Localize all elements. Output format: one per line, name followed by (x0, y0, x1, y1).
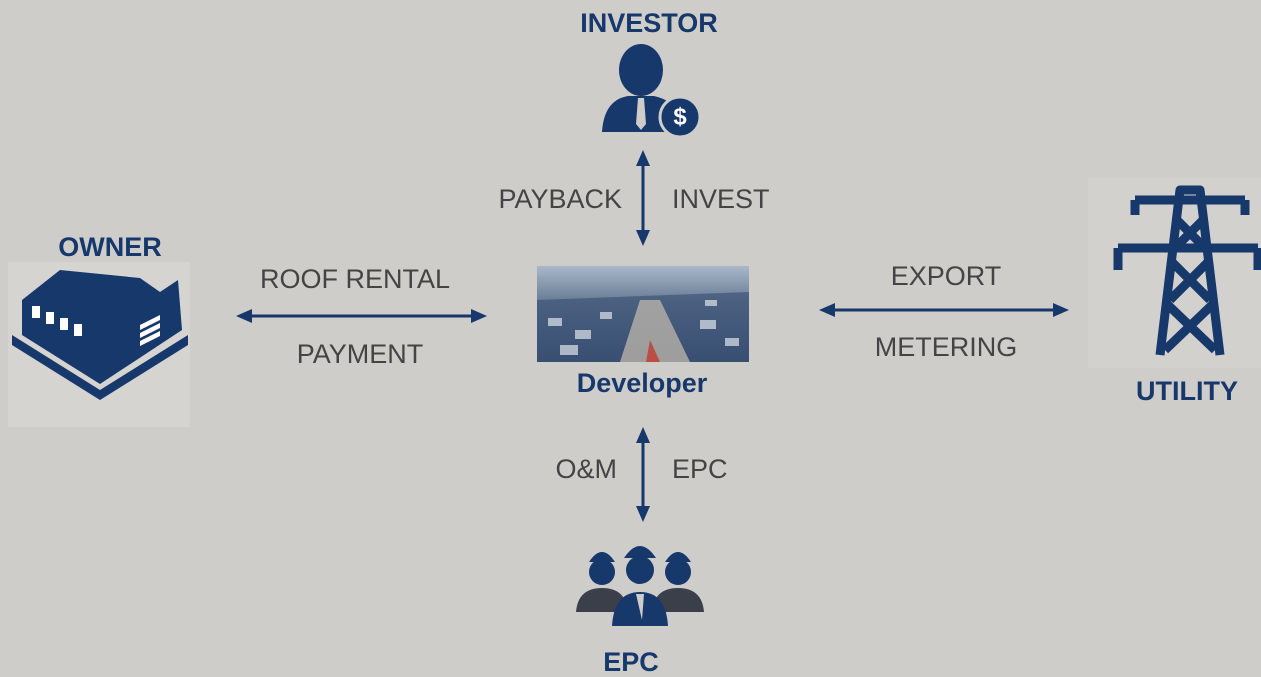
edge-label: EPC (672, 454, 728, 484)
node-label: INVESTOR (580, 8, 718, 38)
edge-label: METERING (875, 332, 1018, 362)
investor-icon: $ (602, 44, 702, 139)
svg-text:$: $ (673, 103, 687, 130)
node-label: EPC (603, 647, 659, 677)
node-label: Developer (577, 368, 708, 398)
epc-icon (576, 546, 704, 626)
arrows (236, 150, 1069, 522)
edge-label: EXPORT (891, 261, 1002, 291)
edge-label: PAYMENT (297, 339, 424, 369)
edge-label: O&M (555, 454, 617, 484)
utility-icon (1113, 185, 1261, 356)
node-label: OWNER (58, 232, 162, 262)
edge-label: ROOF RENTAL (260, 264, 450, 294)
edge-label: PAYBACK (498, 184, 622, 214)
owner-icon (12, 270, 188, 400)
developer-photo (537, 266, 749, 362)
edge-label: INVEST (672, 184, 770, 214)
node-label: UTILITY (1136, 376, 1238, 406)
